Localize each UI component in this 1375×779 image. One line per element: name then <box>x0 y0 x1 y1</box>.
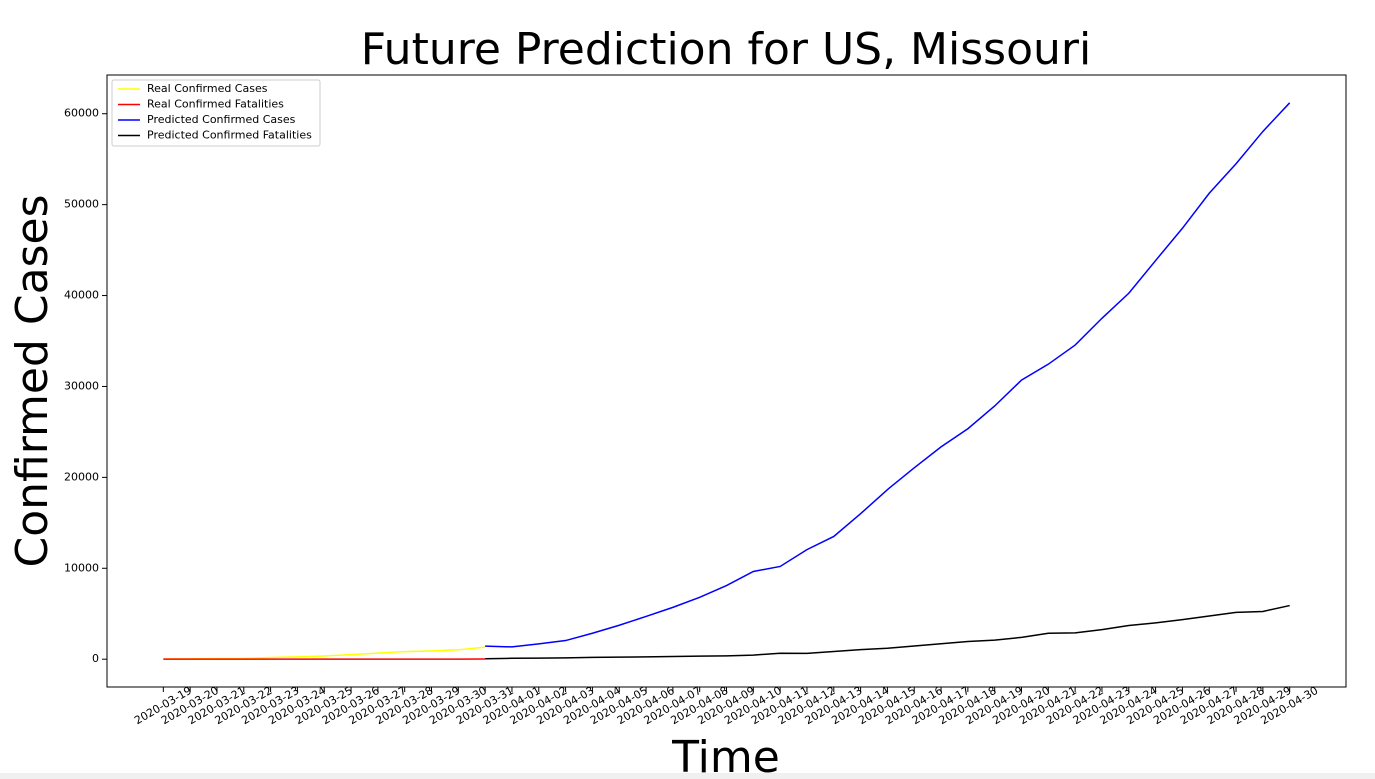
y-tick-label: 0 <box>92 652 99 665</box>
legend: Real Confirmed Cases Real Confirmed Fatal… <box>111 79 321 147</box>
y-tick-label: 50000 <box>64 198 99 211</box>
x-axis-label: Time <box>671 732 780 779</box>
y-tick-label: 20000 <box>64 470 99 483</box>
legend-label: Predicted Confirmed Cases <box>147 113 296 126</box>
legend-label: Real Confirmed Cases <box>147 82 268 95</box>
y-tick-label: 10000 <box>64 561 99 574</box>
y-tick-label: 40000 <box>64 289 99 302</box>
legend-label: Real Confirmed Fatalities <box>147 98 284 111</box>
y-tick-label: 30000 <box>64 379 99 392</box>
legend-label: Predicted Confirmed Fatalities <box>147 129 312 142</box>
series-line <box>163 646 486 660</box>
chart-title: Future Prediction for US, Missouri <box>361 24 1091 75</box>
y-tick-label: 60000 <box>64 107 99 120</box>
bottom-strip <box>0 773 1375 779</box>
series-line <box>485 604 1290 660</box>
series-line <box>485 102 1291 648</box>
legend-box <box>111 79 321 147</box>
y-axis-label: Confirmed Cases <box>7 194 58 567</box>
axes-frame <box>106 74 1347 688</box>
